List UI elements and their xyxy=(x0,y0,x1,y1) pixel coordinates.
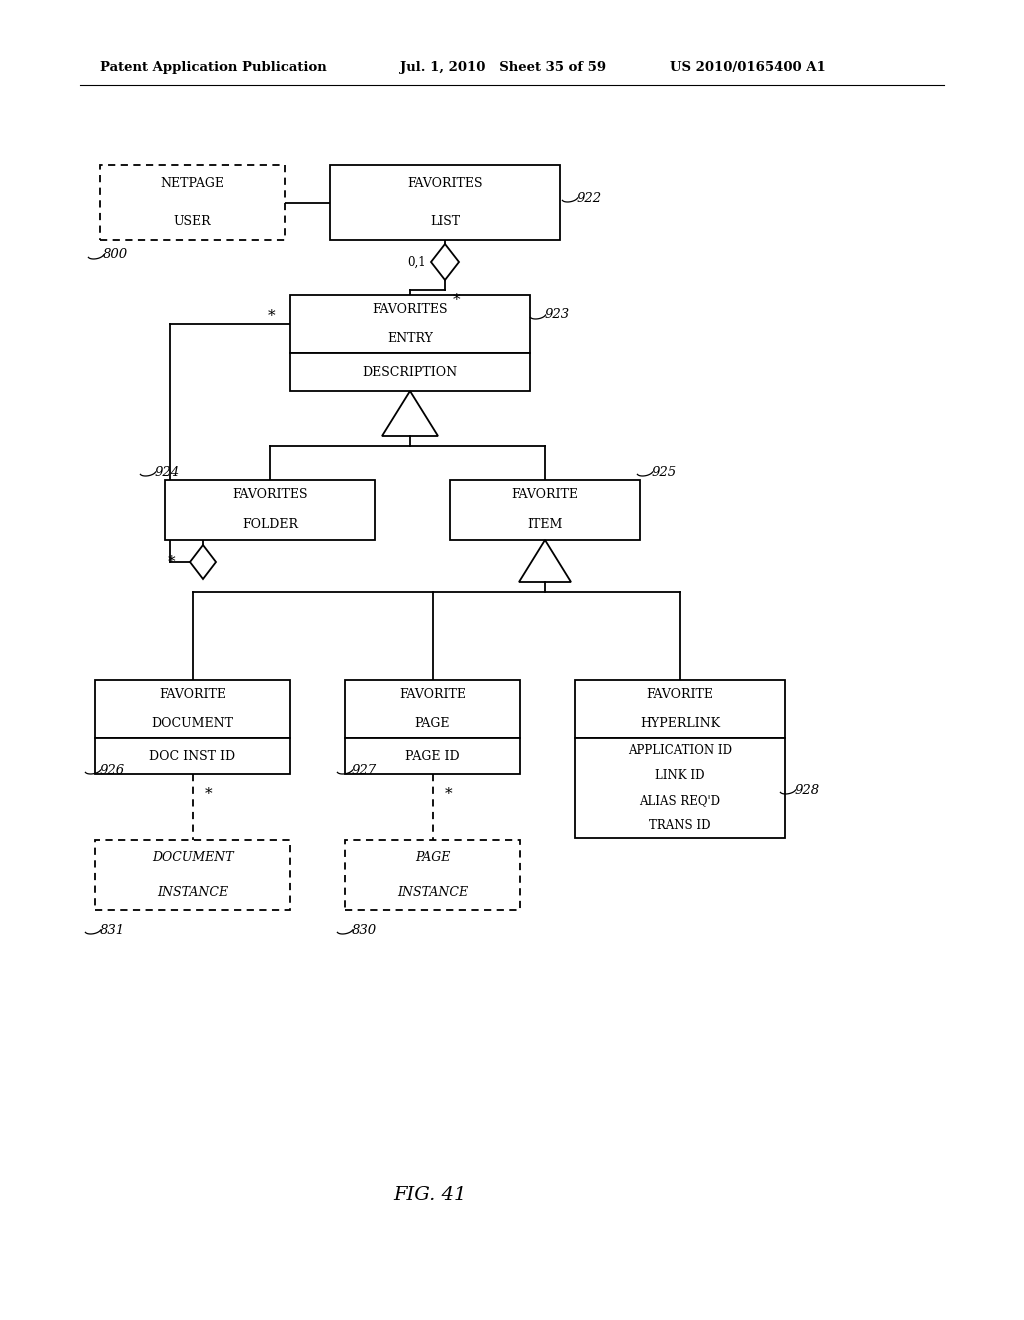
Text: APPLICATION ID: APPLICATION ID xyxy=(628,744,732,756)
Bar xyxy=(345,840,520,909)
Text: FAVORITE: FAVORITE xyxy=(399,688,466,701)
Text: ALIAS REQ'D: ALIAS REQ'D xyxy=(640,795,721,807)
Text: DOCUMENT: DOCUMENT xyxy=(152,851,233,865)
Bar xyxy=(575,738,785,838)
Text: 831: 831 xyxy=(100,924,125,936)
Text: *: * xyxy=(268,309,275,323)
Text: HYPERLINK: HYPERLINK xyxy=(640,717,720,730)
Text: 927: 927 xyxy=(352,763,377,776)
Text: *: * xyxy=(444,787,453,801)
Text: FAVORITE: FAVORITE xyxy=(512,488,579,502)
Bar xyxy=(95,840,290,909)
Text: FIG. 41: FIG. 41 xyxy=(393,1185,467,1204)
Bar xyxy=(575,680,785,738)
Bar xyxy=(95,680,290,738)
Text: 922: 922 xyxy=(577,191,602,205)
Text: FAVORITES: FAVORITES xyxy=(373,304,447,315)
Text: PAGE: PAGE xyxy=(415,717,451,730)
Text: TRANS ID: TRANS ID xyxy=(649,818,711,832)
Text: DOCUMENT: DOCUMENT xyxy=(152,717,233,730)
Text: FAVORITES: FAVORITES xyxy=(232,488,308,502)
Text: 0,1: 0,1 xyxy=(408,256,426,268)
Bar xyxy=(290,294,530,352)
Text: ITEM: ITEM xyxy=(527,519,562,532)
Text: Patent Application Publication: Patent Application Publication xyxy=(100,62,327,74)
Bar xyxy=(100,165,285,240)
Text: FAVORITES: FAVORITES xyxy=(408,177,482,190)
Text: *: * xyxy=(168,554,176,569)
Bar xyxy=(345,738,520,774)
Text: PAGE ID: PAGE ID xyxy=(406,750,460,763)
Text: DESCRIPTION: DESCRIPTION xyxy=(362,366,458,379)
Text: 924: 924 xyxy=(155,466,180,479)
Text: Jul. 1, 2010   Sheet 35 of 59: Jul. 1, 2010 Sheet 35 of 59 xyxy=(400,62,606,74)
Text: FOLDER: FOLDER xyxy=(242,519,298,532)
Text: 830: 830 xyxy=(352,924,377,936)
Bar xyxy=(345,680,520,738)
Bar xyxy=(450,480,640,540)
Text: FAVORITE: FAVORITE xyxy=(159,688,226,701)
Text: *: * xyxy=(453,293,461,308)
Bar xyxy=(290,352,530,391)
Text: INSTANCE: INSTANCE xyxy=(157,886,228,899)
Text: 925: 925 xyxy=(652,466,677,479)
Text: USER: USER xyxy=(174,215,211,228)
Bar xyxy=(330,165,560,240)
Bar xyxy=(95,738,290,774)
Text: 923: 923 xyxy=(545,309,570,322)
Text: 800: 800 xyxy=(103,248,128,261)
Text: 926: 926 xyxy=(100,763,125,776)
Text: *: * xyxy=(205,787,212,801)
Bar xyxy=(165,480,375,540)
Text: US 2010/0165400 A1: US 2010/0165400 A1 xyxy=(670,62,825,74)
Text: 928: 928 xyxy=(795,784,820,796)
Text: ENTRY: ENTRY xyxy=(387,333,433,345)
Text: PAGE: PAGE xyxy=(415,851,451,865)
Text: FAVORITE: FAVORITE xyxy=(646,688,714,701)
Text: NETPAGE: NETPAGE xyxy=(161,177,224,190)
Text: DOC INST ID: DOC INST ID xyxy=(150,750,236,763)
Text: LINK ID: LINK ID xyxy=(655,770,705,781)
Text: INSTANCE: INSTANCE xyxy=(397,886,468,899)
Text: LIST: LIST xyxy=(430,215,460,228)
